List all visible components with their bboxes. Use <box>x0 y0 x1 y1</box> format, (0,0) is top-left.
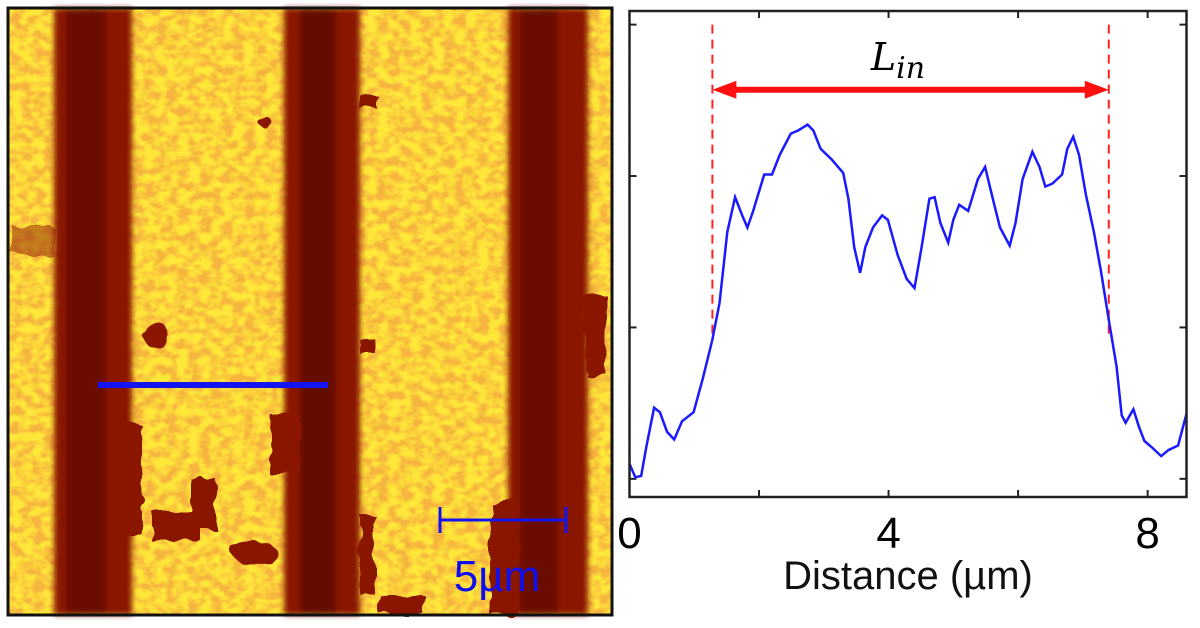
dark-stripes <box>54 8 588 615</box>
scale-bar-label: 5µm <box>453 552 541 601</box>
x-tick-label: 4 <box>876 509 901 558</box>
arrow-head-right <box>1084 80 1109 99</box>
l-in-arrow <box>712 80 1109 99</box>
l-in-label: Lin <box>871 38 925 84</box>
x-tick-label: 0 <box>617 509 642 558</box>
scale-bar <box>438 507 568 533</box>
x-tick-label: 8 <box>1135 509 1160 558</box>
image-border <box>6 6 614 617</box>
l-in-label-sub: in <box>896 51 926 86</box>
plot-frame <box>628 9 1188 499</box>
l-in-label-main: L <box>870 35 897 79</box>
height-profile-series <box>628 123 1188 479</box>
arrow-head-left <box>712 80 737 99</box>
x-axis-label: Distance (µm) <box>783 554 1033 598</box>
afm-height-image <box>6 6 614 617</box>
